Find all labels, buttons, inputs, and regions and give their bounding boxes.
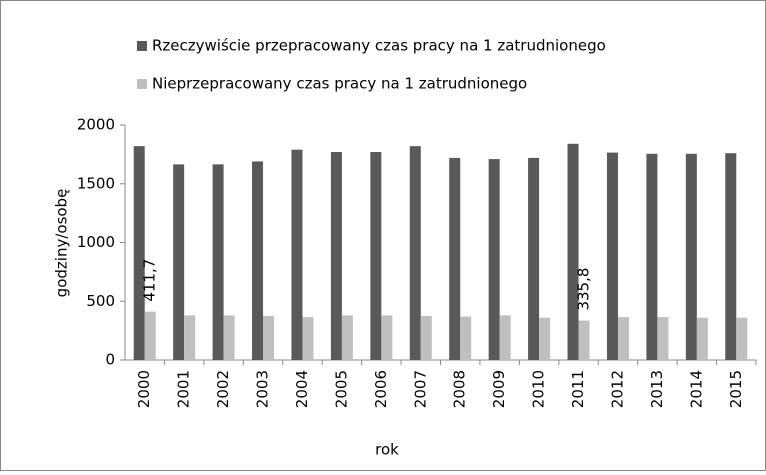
y-tick-label: 2000 [77, 116, 115, 134]
bar [291, 149, 303, 360]
legend-swatch [137, 41, 147, 51]
x-tick-label: 2000 [135, 370, 153, 408]
bar [173, 164, 185, 360]
bar [646, 153, 658, 360]
x-tick-label: 2003 [254, 370, 272, 408]
bar [330, 152, 342, 360]
bar [449, 157, 461, 360]
x-tick-label: 2007 [411, 370, 429, 408]
bar [252, 161, 264, 360]
y-tick-label: 0 [105, 351, 115, 369]
bar [223, 315, 235, 360]
legend-label: Nieprzepracowany czas pracy na 1 zatrudn… [152, 75, 527, 93]
bar [685, 153, 697, 360]
bar [302, 317, 314, 360]
bar [578, 320, 590, 360]
x-tick-label: 2004 [293, 370, 311, 408]
bar [606, 152, 618, 360]
bar [370, 152, 382, 360]
x-tick-label: 2015 [727, 370, 745, 408]
bar [736, 317, 748, 360]
bar [528, 157, 540, 360]
bar [499, 315, 511, 360]
bar [617, 317, 629, 360]
bar [696, 317, 708, 360]
legend-swatch [137, 79, 147, 89]
legend-label: Rzeczywiście przepracowany czas pracy na… [152, 37, 606, 55]
bar [263, 315, 275, 360]
x-tick-label: 2009 [490, 370, 508, 408]
bar [725, 153, 737, 360]
x-tick-label: 2010 [530, 370, 548, 408]
bar [420, 315, 432, 360]
y-tick-label: 1000 [77, 233, 115, 251]
x-tick-label: 2008 [451, 370, 469, 408]
bar [567, 143, 579, 360]
x-tick-label: 2001 [175, 370, 193, 408]
x-tick-label: 2006 [372, 370, 390, 408]
x-tick-label: 2013 [648, 370, 666, 408]
x-tick-label: 2012 [608, 370, 626, 408]
x-tick-label: 2014 [687, 370, 705, 408]
x-tick-label: 2005 [332, 370, 350, 408]
y-tick-label: 1500 [77, 174, 115, 192]
bar [381, 315, 393, 360]
bar [133, 146, 145, 360]
bar [409, 146, 421, 360]
data-label: 335,8 [575, 268, 593, 311]
bar [539, 317, 551, 360]
bar [488, 159, 500, 360]
bar [460, 316, 472, 360]
bar [212, 164, 224, 360]
data-label: 411,7 [141, 259, 159, 302]
bar [144, 311, 156, 360]
y-axis-label: godziny/osobę [53, 189, 71, 298]
y-tick-label: 500 [86, 292, 115, 310]
bar [657, 317, 669, 360]
bar [341, 315, 353, 360]
x-tick-label: 2002 [214, 370, 232, 408]
x-axis-label: rok [375, 441, 399, 459]
x-tick-label: 2011 [569, 370, 587, 408]
bar [184, 315, 196, 360]
